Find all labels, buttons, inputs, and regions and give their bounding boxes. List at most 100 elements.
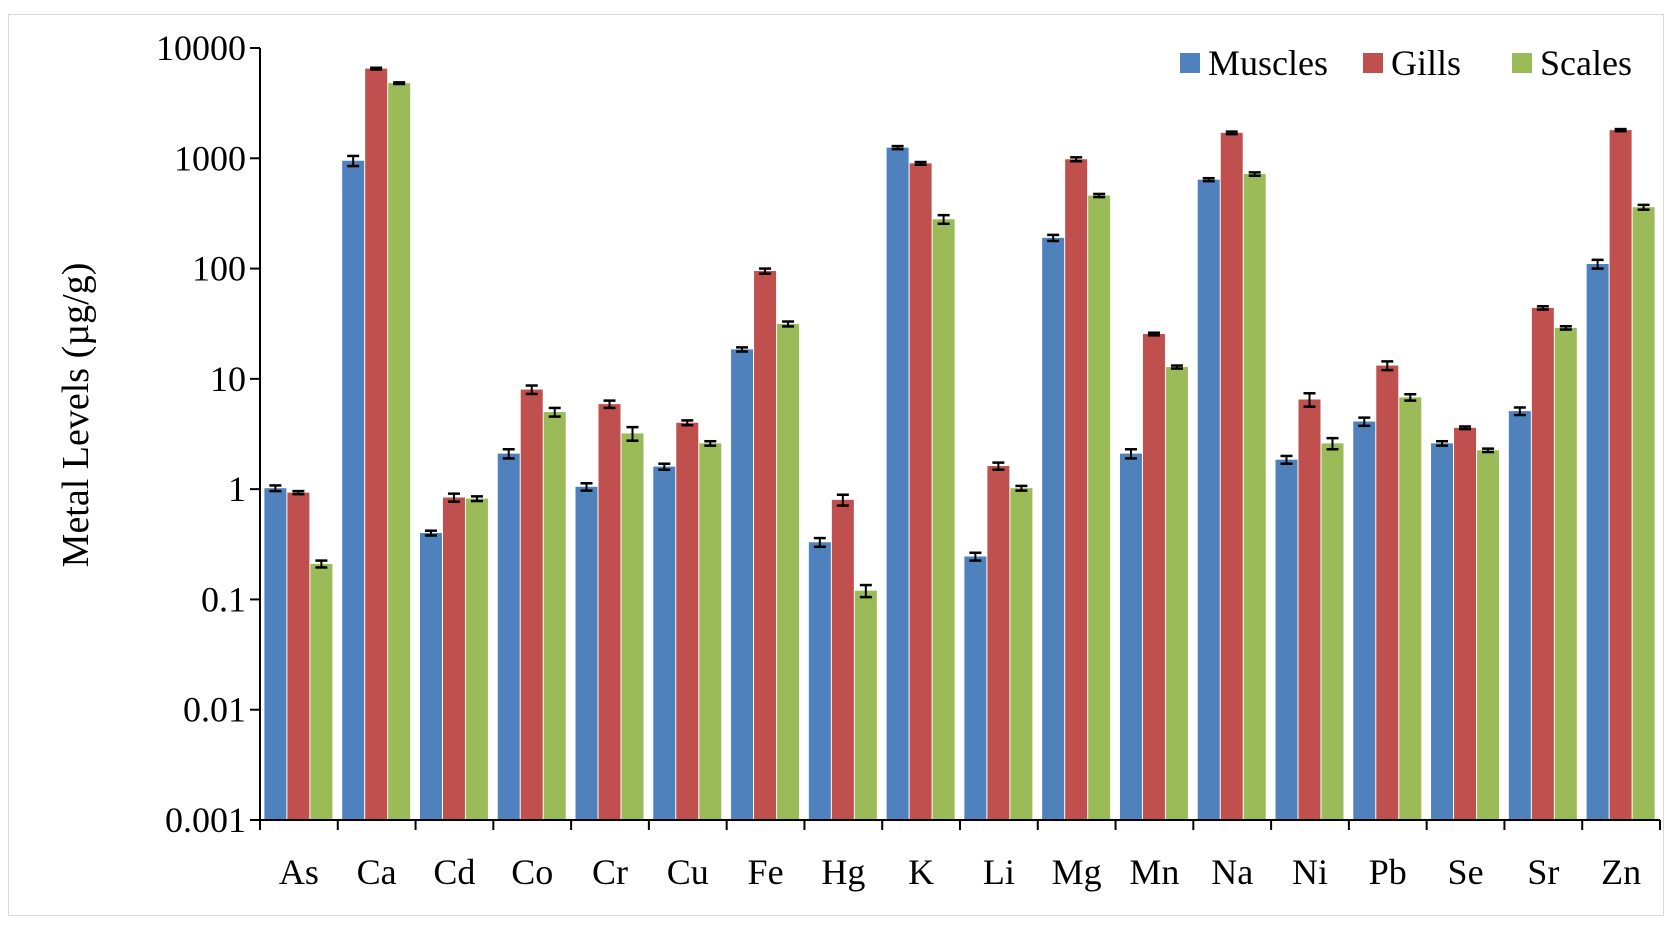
bar-gills-li: [987, 466, 1010, 820]
bar-scales-co: [543, 412, 566, 820]
error-bar-muscles-na: [1202, 176, 1215, 183]
axes-layer: [250, 47, 1661, 830]
error-bar-muscles-se: [1436, 439, 1449, 447]
bar-scales-sr: [1554, 327, 1577, 820]
y-tick-label: 0.01: [183, 690, 246, 730]
bar-scales-li: [1010, 488, 1033, 820]
error-bar-muscles-as: [269, 484, 282, 493]
error-bar-scales-co: [548, 406, 561, 418]
y-tick-label: 100: [192, 249, 246, 289]
bar-muscles-se: [1431, 443, 1454, 820]
bar-muscles-as: [264, 488, 287, 820]
bar-gills-sr: [1531, 307, 1554, 820]
error-bar-gills-cr: [603, 399, 616, 410]
error-bar-scales-li: [1015, 484, 1028, 492]
x-category-label: Sr: [1527, 852, 1559, 892]
bars-layer: [264, 68, 1655, 821]
x-category-label: Cr: [592, 852, 628, 892]
error-bar-scales-zn: [1637, 203, 1650, 211]
error-bar-gills-co: [525, 384, 538, 396]
bar-gills-fe: [754, 271, 777, 820]
error-bar-gills-se: [1459, 425, 1472, 431]
bar-scales-ni: [1321, 443, 1344, 820]
x-category-label: Mg: [1052, 852, 1102, 892]
error-bar-scales-ni: [1326, 436, 1339, 451]
error-bar-gills-as: [292, 489, 305, 496]
error-bar-gills-li: [992, 461, 1005, 471]
error-bar-muscles-mg: [1047, 233, 1060, 243]
bar-muscles-mg: [1042, 237, 1065, 821]
error-bar-muscles-mn: [1124, 447, 1137, 460]
x-category-label: Hg: [821, 852, 865, 892]
error-bar-scales-se: [1482, 447, 1495, 454]
error-bar-scales-sr: [1559, 324, 1572, 331]
error-bar-gills-cd: [447, 492, 460, 503]
error-bar-gills-pb: [1381, 360, 1394, 372]
x-category-label: Mn: [1129, 852, 1179, 892]
error-bar-gills-ni: [1303, 392, 1316, 408]
error-bar-scales-pb: [1404, 393, 1417, 402]
legend-item-scales: Scales: [1512, 43, 1632, 83]
error-bar-muscles-co: [502, 447, 515, 460]
bar-muscles-ni: [1275, 459, 1298, 820]
error-bar-scales-cd: [470, 495, 483, 503]
y-tick-labels: 0.001 0.01 0.1 1 10 100 1000 10000: [156, 28, 246, 840]
bar-scales-mg: [1088, 195, 1111, 821]
legend-swatch: [1512, 53, 1532, 73]
bar-scales-cd: [465, 498, 488, 820]
bar-gills-pb: [1376, 365, 1399, 820]
y-tick-label: 1: [228, 469, 246, 509]
error-bar-gills-k: [914, 160, 927, 166]
bar-gills-co: [520, 389, 543, 820]
bar-gills-as: [287, 492, 310, 820]
error-bar-scales-ca: [393, 81, 406, 86]
legend-label: Muscles: [1208, 43, 1328, 83]
error-bar-muscles-ca: [347, 154, 360, 168]
bar-muscles-fe: [731, 349, 754, 820]
error-bar-muscles-li: [969, 551, 982, 562]
bar-scales-cr: [621, 433, 644, 820]
error-bar-gills-na: [1225, 130, 1238, 136]
legend-swatch: [1363, 53, 1383, 73]
bar-gills-mg: [1065, 159, 1088, 820]
bar-gills-zn: [1609, 130, 1632, 820]
bar-gills-cd: [442, 497, 465, 820]
y-tick-label: 0.001: [165, 800, 246, 840]
error-bar-muscles-cu: [658, 462, 671, 471]
error-bar-scales-as: [315, 559, 328, 569]
bar-muscles-cu: [653, 466, 676, 820]
error-bar-muscles-k: [891, 144, 904, 151]
error-bar-muscles-zn: [1591, 258, 1604, 270]
x-category-label: Pb: [1369, 852, 1407, 892]
error-bar-gills-hg: [836, 493, 849, 507]
error-bar-gills-mg: [1070, 156, 1083, 163]
error-bars-layer: [269, 66, 1650, 599]
x-category-label: Fe: [748, 852, 784, 892]
bar-muscles-hg: [808, 542, 831, 820]
x-category-label: Cd: [433, 852, 475, 892]
bar-gills-ni: [1298, 399, 1321, 820]
error-bar-gills-cu: [681, 419, 694, 427]
bar-muscles-cd: [419, 533, 442, 820]
error-bar-gills-zn: [1614, 127, 1627, 133]
legend-swatch: [1180, 53, 1200, 73]
error-bar-muscles-ni: [1280, 454, 1293, 465]
x-category-label: Co: [511, 852, 553, 892]
bar-gills-cr: [598, 404, 621, 820]
bar-muscles-cr: [575, 486, 598, 820]
bar-muscles-mn: [1119, 453, 1142, 820]
legend-item-muscles: Muscles: [1180, 43, 1328, 83]
x-category-labels: As Ca Cd Co Cr Cu Fe Hg K Li Mg Mn Na Ni Pb Se Sr Zn: [279, 852, 1641, 892]
error-bar-scales-k: [937, 213, 950, 225]
error-bar-scales-cr: [626, 425, 639, 442]
bar-gills-cu: [676, 422, 699, 820]
bar-gills-mn: [1142, 334, 1165, 820]
x-category-label: Zn: [1601, 852, 1641, 892]
bar-muscles-zn: [1586, 264, 1609, 820]
y-tick-label: 0.1: [201, 579, 246, 619]
bar-muscles-k: [886, 147, 909, 821]
error-bar-scales-na: [1248, 171, 1261, 177]
legend: Muscles Gills Scales: [1180, 43, 1632, 83]
x-category-label: As: [279, 852, 319, 892]
bar-scales-zn: [1632, 207, 1655, 820]
